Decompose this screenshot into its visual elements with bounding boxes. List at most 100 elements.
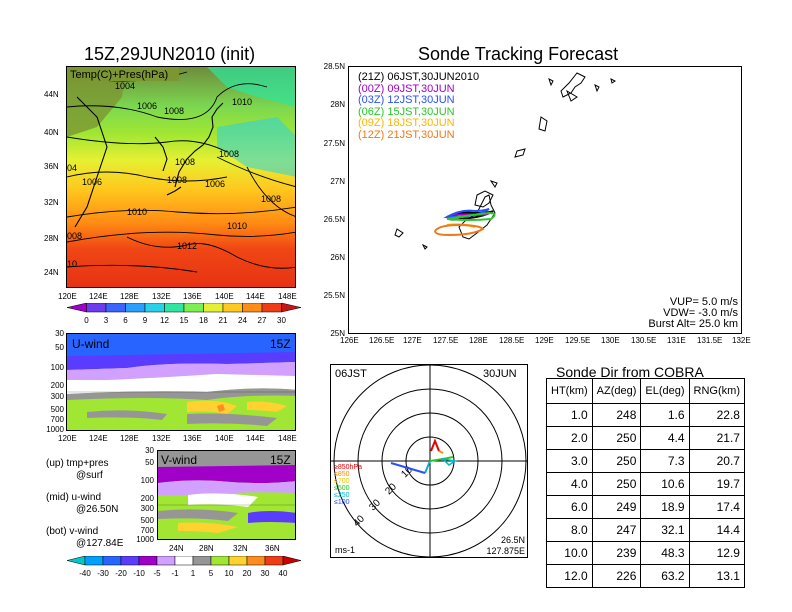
temp-map-lon-ticks: 120E 124E 128E 132E 136E 140E 144E 148E bbox=[58, 292, 308, 302]
wind-colorbar-label: 30 bbox=[261, 569, 270, 578]
table-cell: 248 bbox=[591, 403, 642, 427]
track-title: Sonde Tracking Forecast bbox=[418, 44, 619, 64]
wind-colorbar-label: -40 bbox=[79, 569, 91, 578]
svg-text:10: 10 bbox=[67, 259, 77, 269]
column-header: HT(km) bbox=[546, 378, 593, 404]
wind-colorbar-swatch bbox=[156, 556, 176, 566]
wind-colorbar-swatch bbox=[264, 556, 284, 566]
lat-tick: 26.5N bbox=[323, 215, 345, 224]
lon-tick: 148E bbox=[278, 434, 297, 443]
polar-legend-entry: ≤700 bbox=[334, 478, 350, 485]
svg-text:1008: 1008 bbox=[164, 106, 184, 116]
p-tick: 30 bbox=[55, 329, 64, 338]
lat-tick: 26N bbox=[330, 253, 345, 262]
lat-tick: 40N bbox=[44, 128, 59, 137]
column-header: EL(deg) bbox=[640, 378, 690, 404]
lon-tick: 148E bbox=[278, 292, 297, 301]
legend-line: (bot) v-wind bbox=[46, 526, 99, 537]
p-tick: 50 bbox=[55, 343, 64, 352]
wind-colorbar-swatch bbox=[84, 556, 104, 566]
table-cell: 18.9 bbox=[640, 495, 690, 519]
table-row: 12.0 226 63.2 13.1 bbox=[546, 564, 745, 588]
wind-colorbar-label: -10 bbox=[133, 569, 145, 578]
table-cell: 239 bbox=[591, 541, 642, 565]
table-cell: 19.7 bbox=[688, 472, 745, 496]
u-wind-lon-ticks: 120E 124E 128E 132E 136E 140E 144E 148E bbox=[58, 434, 308, 444]
table-cell: 250 bbox=[591, 472, 642, 496]
temp-colorbar-label: 27 bbox=[258, 316, 267, 325]
column-header: AZ(deg) bbox=[591, 378, 642, 404]
lat-tick: 28N bbox=[44, 234, 59, 243]
lon-tick: 124E bbox=[89, 292, 108, 301]
track-legend-entry: (09Z) 18JST,30JUN bbox=[358, 117, 455, 129]
temp-colorbar-label: 30 bbox=[277, 316, 286, 325]
track-params: VUP= 5.0 m/s VDW= -3.0 m/s Burst Alt= 25… bbox=[600, 297, 738, 330]
svg-text:1006: 1006 bbox=[137, 101, 157, 111]
lon-tick: 131E bbox=[667, 336, 686, 345]
lat-tick: 32N bbox=[233, 544, 248, 553]
track-legend-entry: (12Z) 21JST,30JUN bbox=[358, 128, 455, 141]
svg-text:1008: 1008 bbox=[219, 149, 239, 159]
table-cell: 2.0 bbox=[546, 426, 593, 450]
table-cell: 247 bbox=[591, 518, 642, 542]
lon-tick: 132E bbox=[732, 336, 751, 345]
vdw-label: VDW= -3.0 m/s bbox=[663, 307, 738, 319]
sonde-table-body: 1.0 248 1.6 22.8 2.0 250 4.4 21.7 3.0 250 7.3 20.7 4… bbox=[546, 403, 745, 588]
temp-colorbar-swatch bbox=[86, 303, 107, 313]
u-wind-time: 15Z bbox=[270, 337, 291, 351]
lon-tick: 128E bbox=[120, 292, 139, 301]
track-legend-entry: (06Z) 15JST,30JUN bbox=[358, 105, 455, 118]
wind-colorbar: -40 -30 -20 -10 -5 -1 1 5 10 20 30 40 bbox=[66, 556, 302, 578]
polar-right-label: 30JUN bbox=[483, 368, 517, 380]
polar-legend-entry: ≤500 bbox=[334, 485, 350, 492]
lat-tick: 28.5N bbox=[323, 62, 345, 71]
svg-text:1012: 1012 bbox=[177, 241, 197, 251]
table-header-row: HT(km) AZ(deg) EL(deg) RNG(km) bbox=[546, 378, 745, 404]
vup-label: VUP= 5.0 m/s bbox=[669, 296, 738, 308]
track-legend: (21Z) 06JST,30JUN2010 (00Z) 09JST,30JUN … bbox=[358, 71, 480, 141]
polar-site-lon: 127.875E bbox=[486, 546, 525, 556]
table-cell: 17.4 bbox=[688, 495, 745, 519]
wind-colorbar-label: 5 bbox=[209, 569, 214, 578]
track-legend-entry: (03Z) 12JST,30JUN bbox=[358, 94, 455, 106]
polar-legend-entry: ≤100 bbox=[334, 499, 350, 506]
wind-colorbar-swatch bbox=[210, 556, 230, 566]
table-cell: 4.0 bbox=[546, 472, 593, 496]
left-title: 15Z,29JUN2010 (init) bbox=[84, 44, 256, 64]
table-cell: 10.6 bbox=[640, 472, 690, 496]
table-cell: 4.4 bbox=[640, 426, 690, 450]
lon-tick: 128E bbox=[120, 434, 139, 443]
svg-text:1006: 1006 bbox=[205, 179, 225, 189]
lon-tick: 127.5E bbox=[433, 336, 459, 345]
table-cell: 1.0 bbox=[546, 403, 593, 427]
p-tick: 700 bbox=[50, 415, 64, 424]
temp-colorbar-label: 9 bbox=[143, 316, 148, 325]
lon-tick: 130.5E bbox=[631, 336, 657, 345]
column-header: RNG(km) bbox=[688, 378, 745, 404]
range-label: 20 bbox=[383, 481, 399, 497]
wind-colorbar-label: 40 bbox=[279, 569, 288, 578]
wind-colorbar-swatch bbox=[174, 556, 194, 566]
track-legend-entry: (21Z) 06JST,30JUN2010 bbox=[358, 71, 480, 83]
svg-text:1010: 1010 bbox=[232, 97, 252, 107]
legend-line: (mid) u-wind bbox=[46, 492, 102, 503]
table-row: 3.0 250 7.3 20.7 bbox=[546, 449, 745, 473]
legend-line: @127.84E bbox=[76, 538, 124, 549]
lat-tick: 25N bbox=[330, 329, 345, 338]
temp-colorbar-swatch bbox=[66, 303, 87, 313]
polar-site-lat: 26.5N bbox=[501, 535, 525, 545]
svg-text:008: 008 bbox=[67, 231, 82, 241]
temp-colorbar-label: 15 bbox=[180, 316, 189, 325]
table-cell: 13.1 bbox=[688, 564, 745, 588]
table-row: 10.0 239 48.3 12.9 bbox=[546, 541, 745, 565]
wind-colorbar-label: 1 bbox=[191, 569, 196, 578]
temp-colorbar-label: 6 bbox=[123, 316, 128, 325]
lat-tick: 36N bbox=[44, 162, 59, 171]
wind-colorbar-label: -30 bbox=[97, 569, 109, 578]
svg-text:1008: 1008 bbox=[167, 175, 187, 185]
lon-tick: 144E bbox=[246, 434, 265, 443]
p-tick: 1000 bbox=[136, 535, 154, 544]
temp-colorbar-swatch bbox=[183, 303, 204, 313]
lon-tick: 132E bbox=[152, 434, 171, 443]
track-06z bbox=[446, 211, 496, 221]
